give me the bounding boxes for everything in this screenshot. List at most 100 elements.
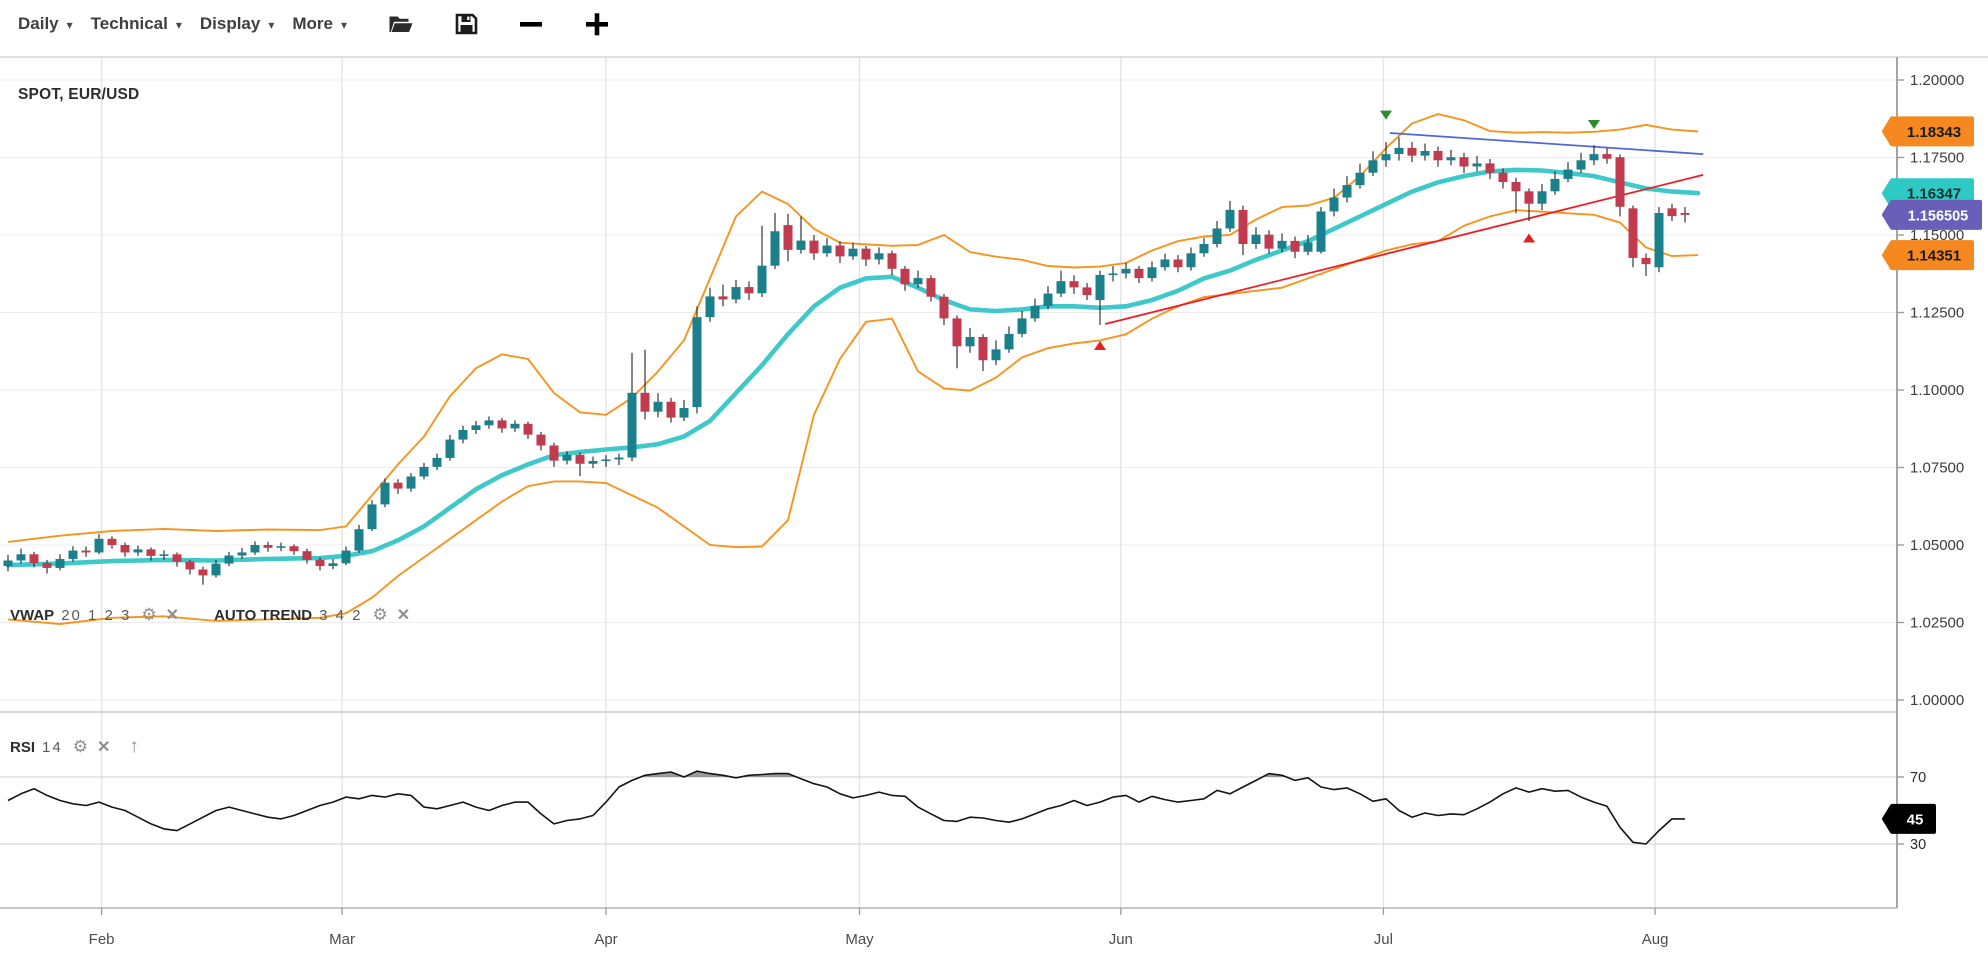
auto-trend-remove-icon[interactable]: ✕ <box>396 607 411 624</box>
candle-body <box>1095 274 1105 301</box>
auto-trend-legend-params: 3 4 2 <box>319 606 363 624</box>
symbol-label: SPOT, EUR/USD <box>18 86 140 103</box>
candle-body <box>692 317 702 408</box>
candle-body <box>1615 157 1625 207</box>
candle-body <box>458 429 468 440</box>
candle-body <box>380 482 390 505</box>
auto-trend-support[interactable] <box>1104 173 1704 325</box>
candle-body <box>471 425 481 430</box>
candle-body <box>1394 147 1404 155</box>
candle-body <box>42 562 52 568</box>
rsi-remove-icon[interactable]: ✕ <box>96 739 111 756</box>
candle-body <box>1355 172 1365 186</box>
vwap-legend-name: VWAP <box>10 606 55 624</box>
vwap-settings-gear-icon[interactable]: ⚙ <box>141 605 157 624</box>
candle-body <box>887 253 897 269</box>
month-label: Jul <box>1374 931 1393 948</box>
candle-body <box>341 550 351 564</box>
candle-body <box>640 392 650 412</box>
candle-body <box>1524 191 1534 204</box>
chevron-down-icon: ▾ <box>341 18 348 32</box>
candle-body <box>172 554 182 562</box>
month-label: May <box>845 931 874 948</box>
price-tick-label: 1.12500 <box>1910 305 1964 322</box>
auto-trend-resistance[interactable] <box>1389 132 1704 155</box>
menu-more[interactable]: More ▾ <box>292 14 347 34</box>
rsi-settings-gear-icon[interactable]: ⚙ <box>72 737 88 756</box>
candle-body <box>822 245 832 254</box>
candle-body <box>1368 160 1378 173</box>
price-badge <box>1882 116 1974 147</box>
chart-frame <box>0 56 1988 909</box>
candle-body <box>627 392 637 458</box>
rsi-move-up-arrow-icon[interactable]: ↑ <box>129 736 139 757</box>
rsi-tick-label: 70 <box>1910 770 1926 786</box>
time-axis: Feb Mar Apr May Jun Jul Aug <box>89 908 1668 948</box>
candle-body <box>1654 212 1664 268</box>
price-badge <box>1882 240 1974 271</box>
candle-body <box>1589 154 1599 161</box>
price-badges: 1.18343 1.16347 1.156505 1.14351 45 <box>1882 116 1982 834</box>
candle-body <box>1576 160 1586 170</box>
candle-body <box>120 545 130 553</box>
candle-body <box>289 546 299 552</box>
menu-timeframe[interactable]: Daily ▾ <box>18 14 73 34</box>
candle-body <box>835 245 845 257</box>
save-button[interactable] <box>454 9 478 39</box>
candle-body <box>146 549 156 556</box>
price-badge <box>1882 199 1982 230</box>
candle-body <box>783 225 793 250</box>
candle-body <box>549 445 559 461</box>
gridlines <box>0 57 1897 908</box>
candle-body <box>614 457 624 460</box>
candle-body <box>1329 197 1339 212</box>
candle-body <box>419 466 429 477</box>
svg-text:1.16347: 1.16347 <box>1907 186 1961 203</box>
price-tick-label: 1.07500 <box>1910 460 1964 477</box>
rsi-line <box>7 770 1685 845</box>
candle-body <box>1121 268 1131 274</box>
candle-body <box>666 401 676 418</box>
trendlines <box>1104 132 1704 325</box>
candle-body <box>1264 234 1274 249</box>
candle-body <box>1316 211 1326 252</box>
chevron-down-icon: ▾ <box>268 18 275 32</box>
candle-body <box>302 551 312 560</box>
zoom-in-button[interactable] <box>584 9 610 39</box>
candle-body <box>1030 305 1040 319</box>
auto-trend-settings-gear-icon[interactable]: ⚙ <box>372 605 388 624</box>
price-tick-label: 1.00000 <box>1910 692 1964 709</box>
rsi-legend-params: 14 <box>42 738 63 756</box>
price-tick-label: 1.15000 <box>1910 227 1964 244</box>
zoom-out-button[interactable] <box>518 9 544 39</box>
candle-body <box>406 476 416 489</box>
month-label: Jun <box>1109 931 1133 948</box>
candle-body <box>861 248 871 260</box>
candle-body <box>445 439 455 458</box>
vwap-remove-icon[interactable]: ✕ <box>165 607 180 624</box>
candle-body <box>224 555 234 564</box>
sell-signal-marker <box>1380 110 1392 120</box>
candle-body <box>1225 209 1235 229</box>
svg-text:1.156505: 1.156505 <box>1908 208 1968 224</box>
candle-body <box>94 538 104 553</box>
candle-body <box>1069 281 1079 288</box>
buy-signal-marker <box>1523 233 1535 243</box>
candle-body <box>744 287 754 294</box>
menu-technical[interactable]: Technical ▾ <box>91 14 182 34</box>
candle-body <box>159 554 169 556</box>
month-label: Apr <box>594 931 617 948</box>
candle-body <box>185 561 195 570</box>
open-folder-button[interactable] <box>387 9 414 39</box>
candle-body <box>653 401 663 412</box>
rsi-panel <box>7 770 1685 845</box>
candle-body <box>1602 154 1612 159</box>
candle-body <box>211 563 221 576</box>
menu-display[interactable]: Display ▾ <box>200 14 275 34</box>
candle-body <box>1446 157 1456 161</box>
candle-body <box>991 349 1001 361</box>
rsi-overbought-fill <box>640 771 1287 777</box>
candle-body <box>237 552 247 556</box>
